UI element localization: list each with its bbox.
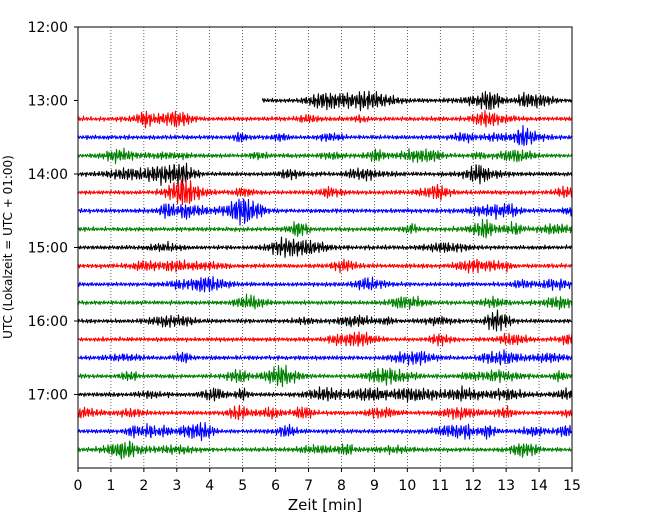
- y-axis-ticks: 12:00 13:00 14:00 15:00 16:00 17:00: [28, 20, 78, 404]
- y-tick-label: 17:00: [28, 388, 68, 404]
- x-tick-label: 11: [431, 478, 449, 494]
- x-tick-label: 9: [370, 478, 379, 494]
- y-tick-label: 16:00: [28, 314, 68, 330]
- x-tick-label: 13: [497, 478, 515, 494]
- x-tick-label: 7: [304, 478, 313, 494]
- x-axis-label: Zeit [min]: [288, 496, 362, 514]
- x-tick-label: 5: [238, 478, 247, 494]
- trace-line: [77, 385, 573, 403]
- trace-line: [77, 293, 573, 311]
- trace-line: [77, 178, 573, 206]
- x-tick-label: 10: [398, 478, 416, 494]
- trace-line: [77, 236, 573, 259]
- x-tick-label: 12: [464, 478, 482, 494]
- x-tick-label: 0: [74, 478, 83, 494]
- y-tick-label: 13:00: [28, 94, 68, 110]
- x-tick-label: 4: [205, 478, 214, 494]
- x-tick-label: 14: [530, 478, 548, 494]
- x-tick-label: 15: [563, 478, 581, 494]
- trace-line: [77, 275, 573, 293]
- seismogram-traces: [77, 90, 573, 460]
- trace-line: [77, 309, 573, 332]
- trace-line: [77, 331, 573, 347]
- trace-line: [77, 440, 573, 460]
- trace-line: [77, 364, 573, 388]
- y-tick-label: 15:00: [28, 241, 68, 257]
- x-tick-label: 3: [172, 478, 181, 494]
- x-tick-label: 2: [139, 478, 148, 494]
- x-axis-ticks: 0 1 2 3 4 5 6 7 8 9 10 11 12 13 14 15: [74, 468, 581, 494]
- x-tick-label: 8: [337, 478, 346, 494]
- trace-line: [261, 90, 572, 112]
- trace-line: [77, 349, 573, 366]
- x-tick-label: 1: [106, 478, 115, 494]
- y-tick-label: 12:00: [28, 20, 68, 36]
- y-axis-label: UTC (Lokalzeit = UTC + 01:00): [1, 155, 15, 339]
- trace-line: [77, 404, 573, 421]
- trace-line: [77, 109, 573, 129]
- trace-line: [77, 422, 573, 442]
- y-tick-label: 14:00: [28, 167, 68, 183]
- trace-line: [77, 162, 573, 187]
- trace-line: [77, 258, 573, 274]
- trace-line: [77, 218, 573, 239]
- x-tick-label: 6: [271, 478, 280, 494]
- trace-line: [77, 147, 573, 165]
- trace-line: [77, 198, 573, 226]
- trace-line: [77, 124, 573, 147]
